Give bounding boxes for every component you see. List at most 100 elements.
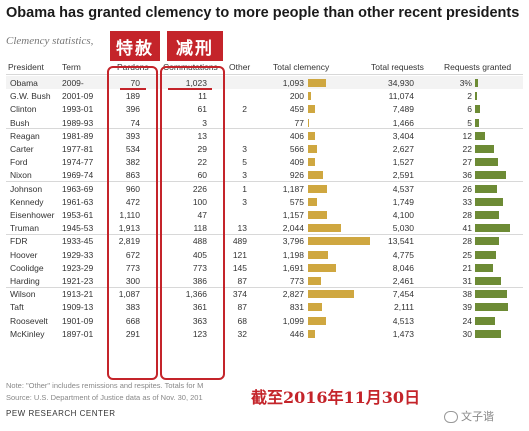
cell-pardons: 534 (125, 144, 140, 154)
cell-commutations: 60 (197, 170, 207, 181)
group-divider (6, 181, 523, 183)
cell-granted: 31 (462, 276, 472, 286)
cell-term: 2001-09 (62, 91, 94, 102)
cell-requests: 4,513 (392, 315, 414, 326)
table-row: Nixon 1969-74 863 60 3 926 2,591 36 (0, 169, 529, 181)
requests-granted-bar (475, 316, 496, 325)
cell-president: Bush (10, 117, 30, 128)
table-row: McKinley 1897-01 291 123 32 446 1,473 30 (0, 328, 529, 340)
watermark: 文子谐 (444, 408, 494, 424)
requests-granted-bar (475, 145, 494, 153)
cell-term: 1953-61 (62, 210, 94, 220)
cell-president: Johnson (10, 183, 43, 194)
cell-president: FDR (10, 236, 28, 247)
cell-pardons: 1,110 (119, 210, 140, 220)
cell-requests: 1,527 (392, 157, 414, 168)
table-row: Carter 1977-81 534 29 3 566 2,627 22 (0, 143, 529, 155)
table-row: Kennedy 1961-63 472 100 3 575 1,749 33 (0, 196, 529, 208)
cell-president: Ford (10, 157, 28, 168)
requests-granted-bar (475, 224, 510, 233)
cell-commutations: 226 (192, 183, 207, 194)
cell-president: Harding (10, 276, 40, 286)
cell-president: Wilson (10, 289, 36, 300)
cell-commutations: 773 (192, 262, 207, 273)
table-row: Eisenhower 1953-61 1,110 47 1,157 4,100 28 (0, 209, 529, 221)
cell-commutations: 47 (197, 210, 207, 220)
requests-granted-bar (475, 79, 478, 87)
table-row: Reagan 1981-89 393 13 406 3,404 12 (0, 130, 529, 142)
cell-other: 489 (232, 236, 247, 247)
table-row: Roosevelt 1901-09 668 363 68 1,099 4,513 24 (0, 315, 529, 327)
cell-total: 3,796 (282, 236, 304, 247)
cell-term: 1921-23 (62, 276, 94, 286)
cell-term: 1923-29 (62, 262, 94, 273)
chart-title: Obama has granted clemency to more peopl… (6, 5, 520, 21)
cell-term: 1945-53 (62, 223, 94, 234)
cell-pardons: 70 (130, 78, 140, 88)
cell-commutations: 61 (197, 104, 207, 115)
cell-commutations: 118 (193, 223, 207, 234)
table-row: Obama 2009- 70 1,023 1,093 34,930 3% (0, 77, 529, 89)
table-row: Johnson 1963-69 960 226 1 1,187 4,537 26 (0, 183, 529, 195)
table-row: Clinton 1993-01 396 61 2 459 7,489 6 (0, 103, 529, 115)
cell-pardons: 672 (125, 249, 140, 260)
cell-requests: 34,930 (388, 78, 414, 88)
cell-total: 1,691 (282, 262, 304, 273)
requests-granted-bar (475, 211, 499, 219)
cell-requests: 2,627 (392, 144, 414, 154)
header-president: President (8, 62, 44, 72)
cell-commutations: 361 (192, 302, 207, 313)
requests-granted-bar (475, 237, 499, 246)
total-clemency-bar (308, 158, 315, 167)
cell-commutations: 22 (197, 157, 207, 168)
cell-granted: 25 (462, 249, 472, 260)
commutations-stamp: 减刑 (167, 31, 223, 61)
requests-granted-bar (475, 171, 506, 180)
cell-granted: 27 (462, 157, 472, 168)
total-clemency-bar (308, 303, 322, 312)
cell-other: 145 (232, 262, 247, 273)
cell-requests: 4,537 (392, 183, 414, 194)
cell-granted: 5 (467, 117, 472, 128)
group-divider (6, 286, 523, 288)
total-clemency-bar (308, 290, 355, 299)
cell-term: 1901-09 (62, 315, 94, 326)
wechat-icon (444, 411, 458, 424)
cell-requests: 5,030 (392, 223, 414, 234)
cell-president: Eisenhower (10, 210, 55, 220)
cell-term: 1993-01 (62, 104, 94, 115)
cell-other: 13 (237, 223, 247, 234)
requests-granted-bar (475, 329, 501, 338)
total-clemency-bar (308, 263, 336, 272)
group-divider (6, 233, 523, 235)
cell-commutations: 488 (192, 236, 207, 247)
cell-total: 773 (289, 276, 304, 286)
header-total-clemency: Total clemency (273, 62, 330, 72)
requests-granted-bar (475, 92, 477, 101)
cell-total: 831 (289, 302, 304, 313)
cell-granted: 28 (462, 210, 472, 220)
cell-pardons: 472 (125, 196, 140, 207)
table-row: Bush 1989-93 74 3 77 1,466 5 (0, 117, 529, 129)
cell-term: 1981-89 (62, 130, 94, 141)
chart-subtitle: Clemency statistics, (6, 35, 94, 47)
watermark-text: 文子谐 (461, 411, 494, 423)
cell-requests: 4,775 (392, 249, 414, 260)
cell-commutations: 386 (192, 276, 207, 286)
total-clemency-bar (308, 224, 342, 233)
cell-commutations: 100 (192, 196, 207, 207)
group-divider (6, 128, 523, 130)
total-clemency-bar (308, 197, 318, 206)
pardons-highlight-box (107, 66, 158, 380)
total-clemency-bar (308, 105, 316, 114)
cell-other: 87 (237, 276, 247, 286)
cell-granted: 12 (462, 130, 472, 141)
cell-total: 2,044 (282, 223, 304, 234)
table-row: Hoover 1929-33 672 405 121 1,198 4,775 25 (0, 249, 529, 261)
total-clemency-bar (308, 237, 370, 246)
total-clemency-bar (308, 92, 312, 101)
cell-other: 1 (242, 183, 247, 194)
cell-other: 68 (237, 315, 247, 326)
cell-president: Nixon (10, 170, 32, 181)
cell-term: 1974-77 (62, 157, 94, 168)
